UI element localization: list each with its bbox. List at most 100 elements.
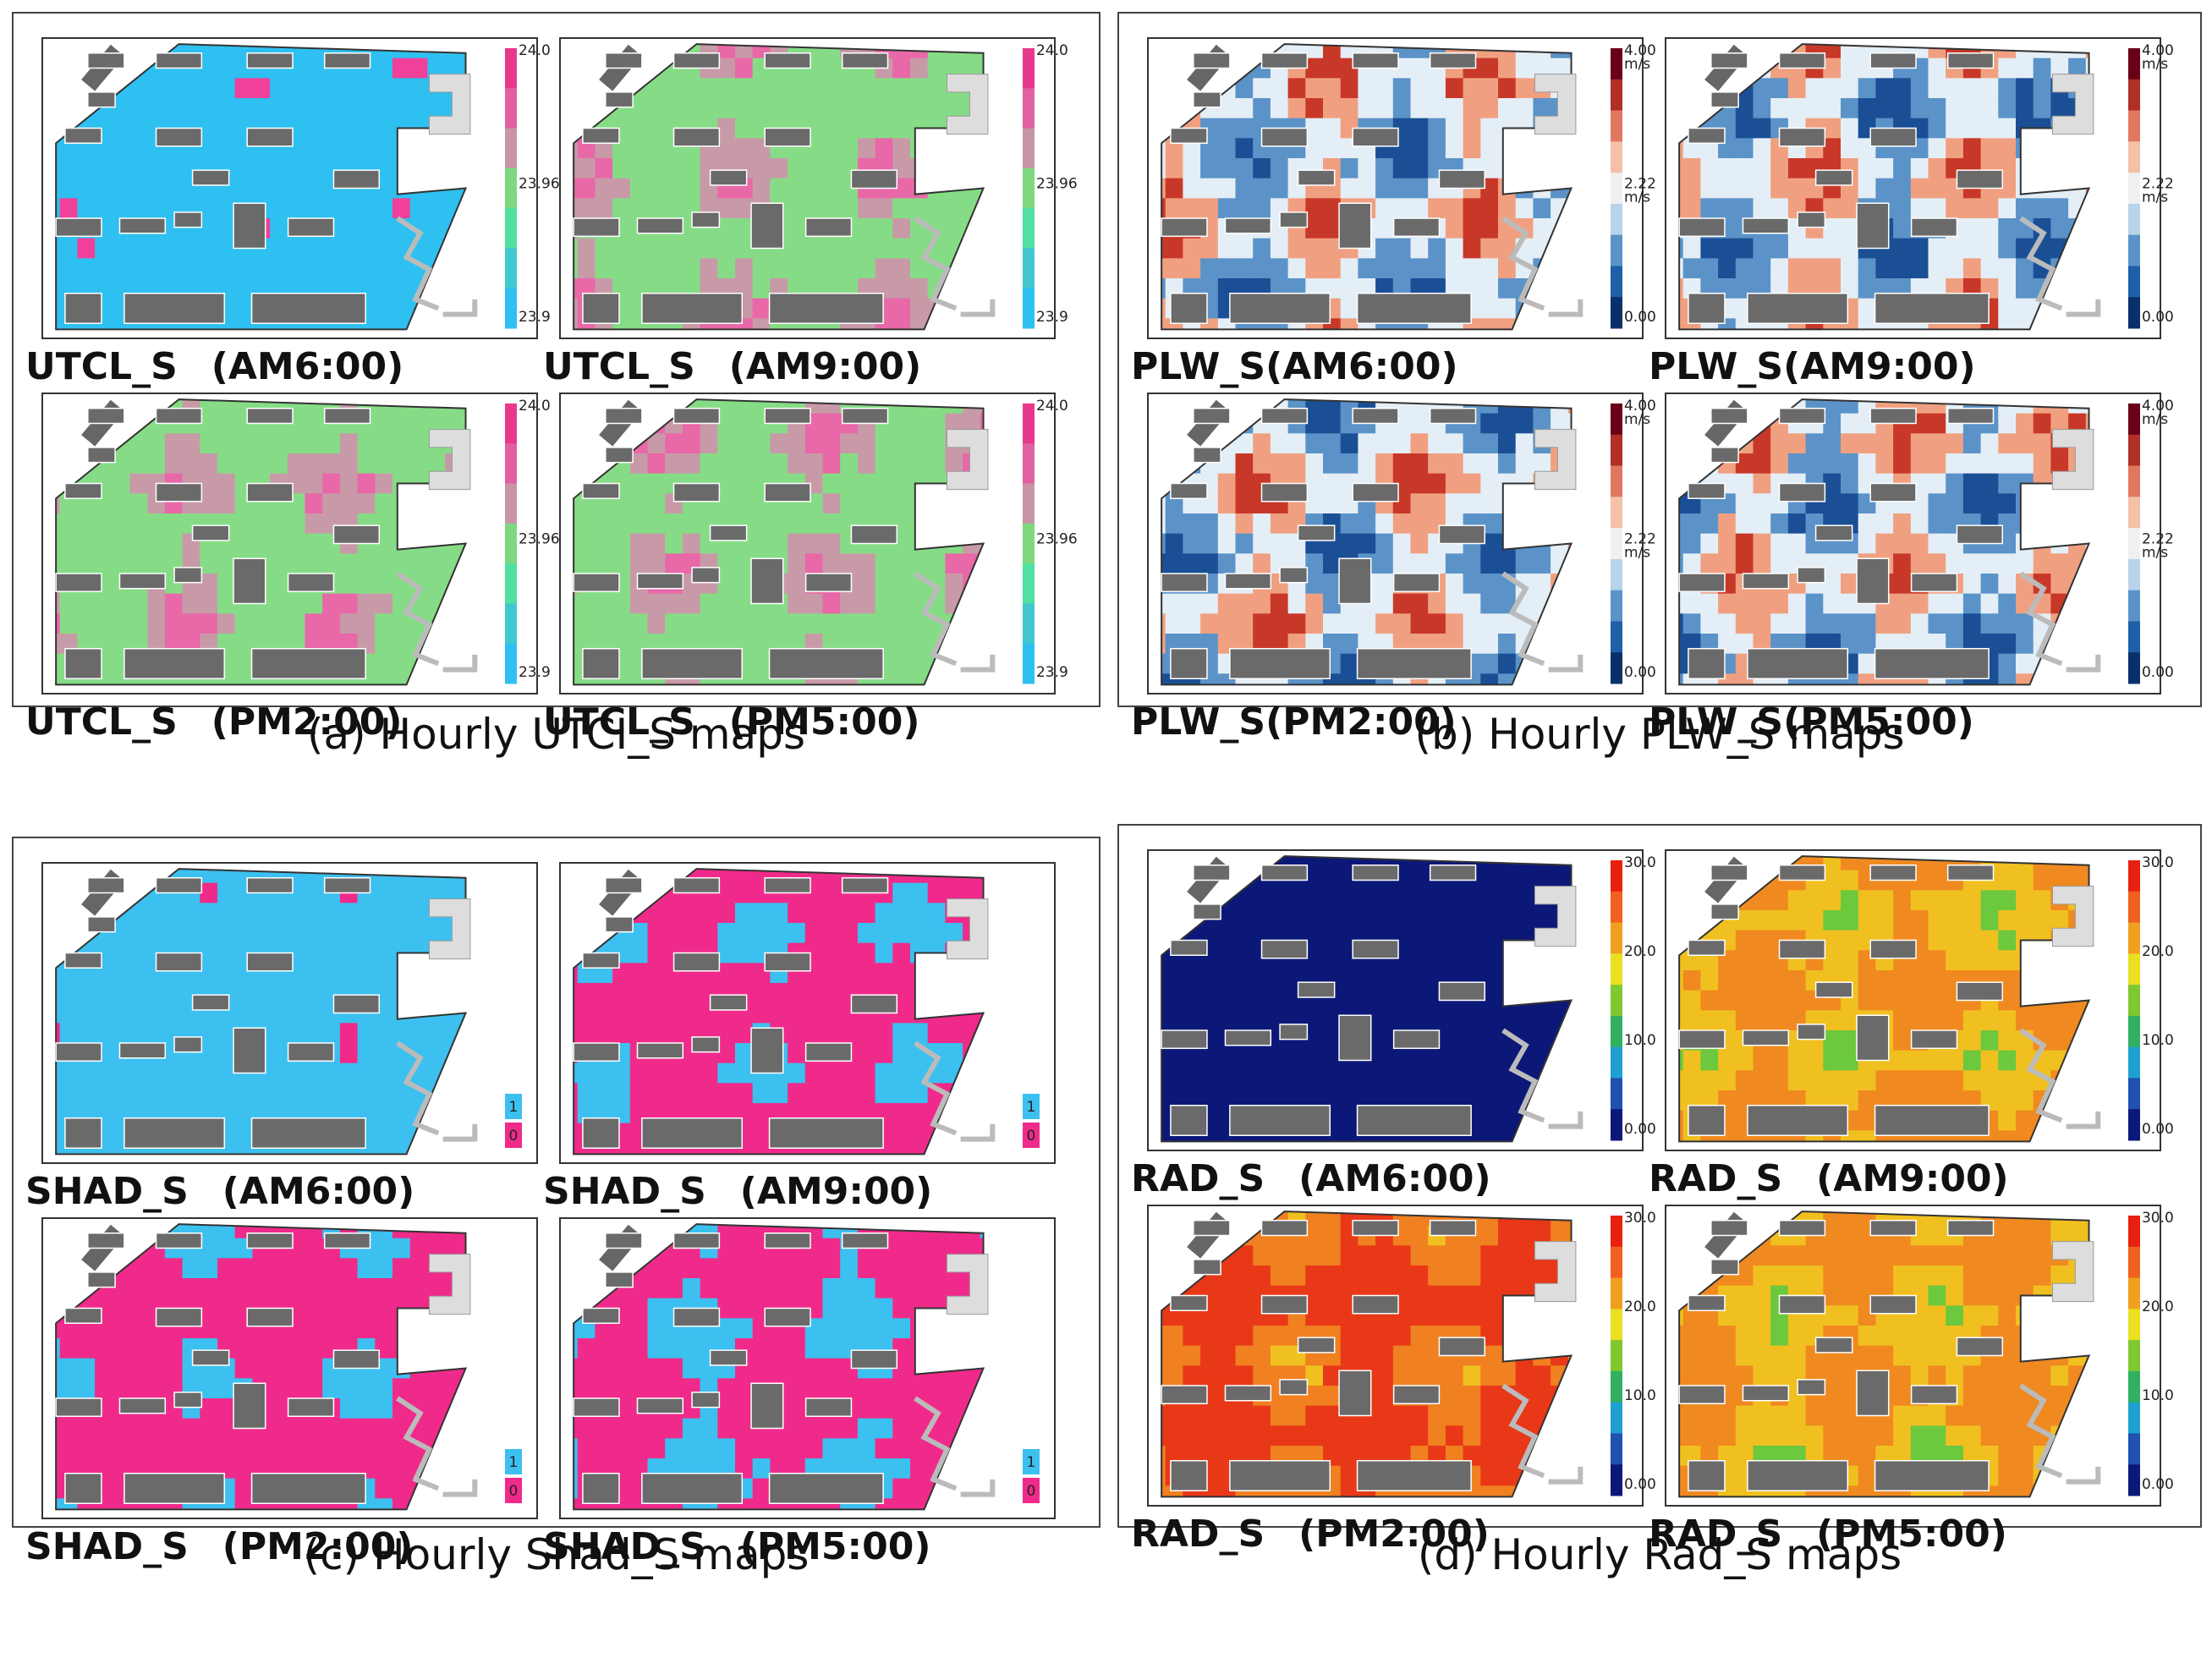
field-cell	[1679, 238, 1684, 259]
field-cell	[1735, 238, 1754, 259]
field-cell	[2016, 298, 2034, 319]
field-cell	[59, 198, 78, 219]
building	[1297, 169, 1336, 186]
field-cell	[339, 613, 359, 634]
field-cell	[1998, 613, 2017, 634]
field-cell	[1323, 98, 1342, 119]
field-cell	[164, 1358, 184, 1379]
field-cell	[577, 178, 596, 199]
field-cell	[857, 1062, 876, 1084]
field-cell	[629, 1278, 649, 1299]
field-cell	[1463, 553, 1481, 574]
field-cell	[1823, 118, 1842, 139]
field-cell	[427, 453, 446, 475]
legend-label: 0.00	[2142, 309, 2174, 326]
map-variable: SHAD_S	[543, 1170, 706, 1213]
legend-label: 23.96	[1036, 176, 1078, 193]
field-cell	[595, 238, 613, 259]
field-cell	[1998, 58, 2017, 79]
field-cell	[1358, 513, 1376, 535]
building	[323, 408, 371, 425]
field-cell	[1998, 218, 2017, 239]
field-cell	[612, 1062, 631, 1084]
field-cell	[2068, 58, 2087, 79]
field-cell	[2050, 198, 2069, 219]
building	[323, 877, 371, 894]
field-cell	[200, 493, 218, 514]
field-cell	[112, 1338, 131, 1359]
field-cell	[857, 433, 876, 454]
field-cell	[129, 1418, 148, 1439]
field-cell	[1893, 158, 1912, 179]
field-cell	[56, 593, 61, 614]
field-cell	[788, 613, 806, 634]
building	[1778, 482, 1826, 502]
field-cell	[1410, 453, 1429, 475]
building	[605, 916, 634, 933]
field-cell	[1340, 653, 1358, 674]
field-cell	[392, 634, 411, 655]
field-cell	[1445, 78, 1464, 99]
field-cell	[788, 1258, 806, 1279]
field-cell	[1323, 399, 1342, 414]
field-cell	[717, 1278, 736, 1299]
field-cell	[392, 1478, 411, 1499]
field-cell	[770, 903, 788, 924]
field-cell	[892, 1103, 911, 1124]
field-cell	[287, 1438, 306, 1459]
legend-swatch	[1610, 203, 1622, 236]
field-cell	[788, 198, 806, 219]
field-cell	[1893, 533, 1912, 554]
field-cell	[200, 1062, 218, 1084]
field-cell	[892, 1062, 911, 1084]
field-cell	[200, 963, 218, 984]
field-cell	[95, 1062, 113, 1084]
field-cell	[375, 574, 393, 595]
field-cell	[375, 1438, 393, 1459]
field-cell	[1305, 473, 1324, 494]
field-cell	[1980, 118, 1999, 139]
legend-swatch	[504, 128, 517, 169]
field-cell	[1323, 553, 1342, 574]
field-cell	[1893, 198, 1912, 219]
field-cell	[375, 1103, 393, 1124]
field-cell	[1498, 553, 1517, 574]
field-cell	[857, 198, 876, 219]
field-cell	[1928, 453, 1946, 475]
building	[55, 573, 102, 593]
field-cell	[1358, 533, 1376, 554]
field-cell	[770, 533, 788, 554]
field-cell	[56, 1103, 61, 1124]
field-cell	[147, 1438, 166, 1459]
field-cell	[1305, 198, 1324, 219]
legend-swatch	[2127, 79, 2140, 112]
field-cell	[1858, 433, 1876, 454]
legend-swatch	[504, 208, 517, 249]
building	[323, 52, 371, 69]
field-cell	[1323, 198, 1342, 219]
field-cell	[305, 963, 323, 984]
field-cell	[577, 553, 596, 574]
field-cell	[357, 1043, 376, 1064]
map: 10	[559, 862, 1056, 1164]
field-cell	[752, 1103, 771, 1124]
field-cell	[182, 1438, 200, 1459]
field-cell	[857, 1083, 876, 1104]
field-cell	[735, 593, 754, 614]
field-cell	[788, 593, 806, 614]
field-cell	[822, 923, 841, 944]
field-cell	[717, 118, 736, 139]
field-cell	[875, 493, 893, 514]
field-cell	[1183, 593, 1201, 614]
field-cell	[1910, 453, 1929, 475]
field-cell	[700, 613, 718, 634]
field-cell	[682, 983, 701, 1004]
field-cell	[1270, 533, 1289, 554]
field-cell	[752, 1498, 771, 1510]
field-cell	[129, 1438, 148, 1459]
field-cell	[1770, 593, 1789, 614]
legend-swatch	[504, 1449, 522, 1474]
field-cell	[735, 198, 754, 219]
field-cell	[270, 218, 288, 239]
